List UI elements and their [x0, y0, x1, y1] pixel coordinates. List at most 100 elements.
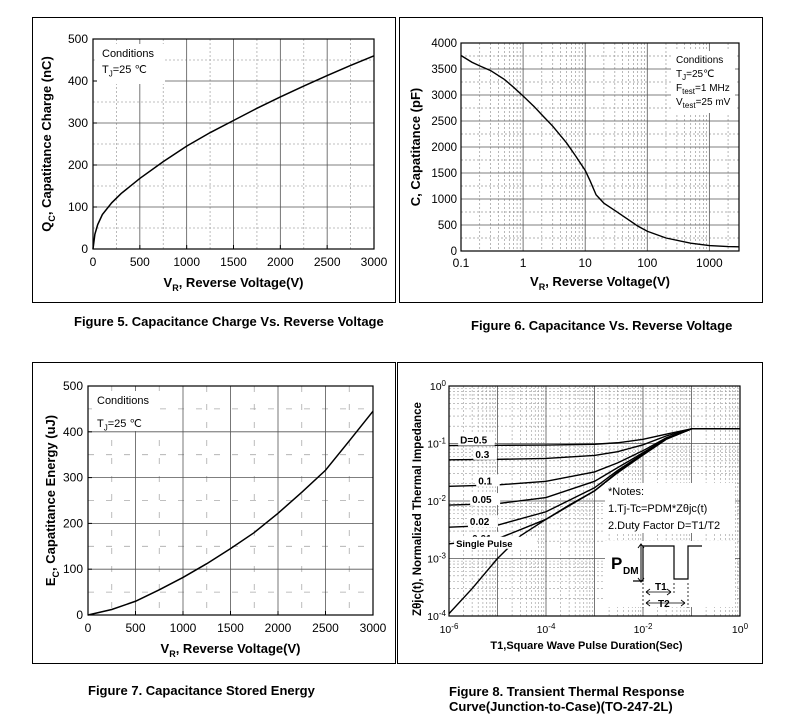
pulse-bg [605, 541, 735, 607]
notes-text: *Notes: [608, 486, 644, 498]
y-tick-label: 0 [451, 246, 457, 258]
figure6-panel: 0.1 1 10 100 1000 0 500 1000 1500 2000 2500 3000 350… [399, 17, 763, 303]
y-tick-label: 3500 [431, 64, 457, 76]
y-tick-label: 1000 [431, 194, 457, 206]
annotation-bg [671, 51, 735, 113]
series-label: 0.02 [470, 517, 490, 528]
x-tick-label: 10-2​ [634, 622, 653, 636]
x-tick-label: 10 [579, 256, 593, 270]
x-tick-label: 1000 [173, 255, 200, 269]
pdm-label: P [611, 554, 622, 573]
x-tick-label: 2000 [265, 621, 292, 635]
y-tick-label: 100 [63, 562, 83, 576]
y-tick-label: 400 [68, 74, 88, 88]
y-tick-label: 300 [63, 471, 83, 485]
data-line [92, 55, 375, 250]
y-tick-label: 10-3​ [427, 551, 446, 565]
figure8-chart: 10-6​10-4​10-2​100​10-4​10-3​10-2​10-1​1… [412, 379, 749, 652]
series-label-bg [476, 474, 500, 487]
y-axis-label: C, Capatitance (pF) [408, 88, 423, 206]
y-tick-label: 3000 [431, 90, 457, 102]
conditions-text: Vtest​=25 mV [676, 97, 731, 110]
y-axis-label: Zθjc(t), Normalized Thermal Impedance [412, 402, 424, 616]
conditions-text: Conditions [676, 55, 723, 66]
series-label: 0.05 [472, 495, 492, 506]
series-label: D=0.5 [460, 436, 487, 447]
series-label-bg [473, 447, 497, 460]
conditions-text: Conditions [97, 395, 149, 407]
y-tick-label: 400 [63, 425, 83, 439]
pulse-diagram [605, 541, 735, 608]
x-tick-label: 100​ [732, 622, 749, 636]
notes-bg [605, 483, 735, 533]
t2-label: T2 [658, 599, 670, 610]
series-label-bg [458, 433, 495, 446]
x-tick-label: 1500 [217, 621, 244, 635]
x-tick-label: 0 [90, 255, 97, 269]
series-label-bg [470, 493, 501, 506]
figure7-chart: 0 500 1000 1500 2000 2500 3000 0 100 200 300 400 500… [43, 379, 387, 659]
series-label: 0.1 [478, 476, 492, 487]
notes-text: 2.Duty Factor D=T1/T2 [608, 520, 720, 532]
x-tick-label: 500 [125, 621, 145, 635]
y-tick-label: 2500 [431, 116, 457, 128]
series-label: 0.3 [475, 450, 489, 461]
figure6-caption: Figure 6. Capacitance Vs. Reverse Voltag… [471, 318, 733, 333]
figure7-caption: Figure 7. Capacitance Stored Energy [88, 683, 315, 698]
x-tick-label: 3000 [360, 621, 387, 635]
y-tick-label: 0 [76, 608, 83, 622]
x-axis-label: VR​, Reverse Voltage(V) [530, 274, 670, 292]
t1-arrow [645, 588, 672, 596]
annotation-bg [92, 391, 160, 431]
conditions-text: TJ​=25℃ [676, 69, 714, 82]
x-tick-label: 0.1 [453, 256, 470, 270]
figure8-caption-line2: Curve(Junction-to-Case)(TO-247-2L) [449, 699, 673, 714]
data-line [87, 410, 374, 616]
y-tick-label: 10-4​ [427, 609, 446, 623]
x-axis-label: VR​, Reverse Voltage(V) [161, 641, 301, 659]
y-tick-label: 500 [68, 32, 88, 46]
notes-text: 1.Tj-Tc=PDM*Zθjc(t) [608, 503, 707, 515]
series-label-bg [467, 515, 498, 528]
figure8-caption: Figure 8. Transient Thermal Response Cur… [449, 684, 749, 714]
x-tick-label: 2000 [267, 255, 294, 269]
x-tick-label: 2500 [314, 255, 341, 269]
y-axis-label: QC​, Capatitance Charge (nC) [39, 56, 57, 232]
y-axis-label: EC​, Capatitance Energy (uJ) [43, 415, 61, 586]
y-tick-label: 500 [63, 379, 83, 393]
x-tick-label: 1500 [220, 255, 247, 269]
x-tick-label: 1000 [170, 621, 197, 635]
y-tick-label: 1500 [431, 168, 457, 180]
annotation-bg [97, 44, 165, 84]
x-tick-label: 1 [520, 256, 527, 270]
data-line [460, 54, 740, 248]
figure5-panel: 0 500 1000 1500 2000 2500 3000 0 100 200 300 400 500… [32, 17, 396, 303]
conditions-text: Conditions [102, 48, 154, 60]
y-tick-label: 200 [63, 516, 83, 530]
x-tick-label: 500 [130, 255, 150, 269]
figure6-chart: 0.1 1 10 100 1000 0 500 1000 1500 2000 2500 3000 350… [408, 38, 740, 292]
figure7-panel: 0 500 1000 1500 2000 2500 3000 0 100 200 300 400 500… [32, 362, 396, 664]
conditions-text: TJ​=25 ℃ [102, 64, 147, 78]
series-label: Single Pulse [456, 539, 513, 550]
conditions-text: Ftest​=1 MHz [676, 83, 730, 96]
pulse-waveform [633, 545, 702, 582]
y-tick-label: 100 [68, 200, 88, 214]
x-tick-label: 3000 [361, 255, 388, 269]
y-tick-label: 2000 [431, 142, 457, 154]
y-tick-label: 0 [81, 242, 88, 256]
x-tick-label: 0 [85, 621, 92, 635]
x-tick-label: 1000 [696, 256, 723, 270]
x-tick-label: 10-6​ [440, 622, 459, 636]
y-tick-label: 4000 [431, 38, 457, 50]
t1-label: T1 [655, 582, 667, 593]
conditions-text: TJ​=25 ℃ [97, 418, 142, 432]
y-tick-label: 200 [68, 158, 88, 172]
y-tick-label: 100​ [430, 379, 447, 393]
y-tick-label: 300 [68, 116, 88, 130]
pdm-subscript: DM [623, 566, 639, 577]
x-tick-label: 2500 [312, 621, 339, 635]
x-tick-label: 100 [637, 256, 657, 270]
t2-arrow [645, 599, 686, 607]
series-label-bg [454, 536, 537, 549]
